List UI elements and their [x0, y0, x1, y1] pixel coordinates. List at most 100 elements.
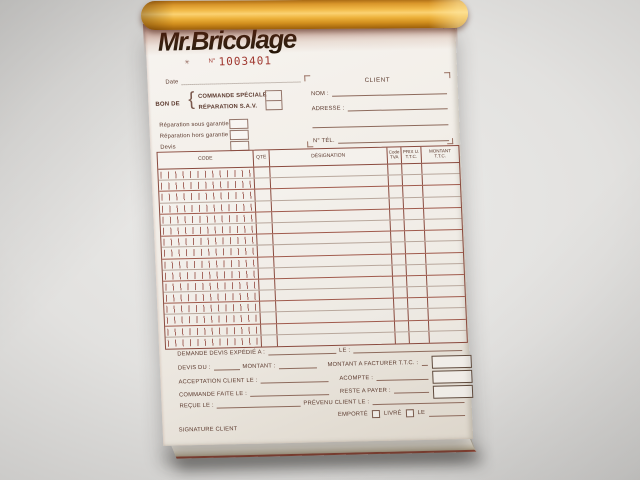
unit-price-cell — [406, 264, 427, 276]
qty-cell — [261, 323, 278, 335]
reste-a-payer-box — [432, 384, 474, 399]
qty-cell — [259, 290, 277, 301]
blank-line — [260, 375, 329, 384]
field-label: DEMANDE DEVIS EXPÉDIÉ A : — [177, 349, 266, 358]
tel-label: N° TÉL. — [312, 137, 335, 145]
qty-cell — [255, 189, 272, 201]
footer-row-acceptation: ACCEPTATION CLIENT LE : ACOMPTE : — [178, 372, 429, 386]
option-label: Réparation sous garantie — [159, 120, 230, 129]
blank-line — [429, 409, 466, 417]
checkbox — [229, 118, 249, 129]
header-qty: QTE — [253, 150, 271, 167]
checkbox-divider — [266, 99, 282, 102]
order-pad: Mr.Bricolage ✳ N° 1003401 Date BON DE { … — [142, 16, 477, 462]
option-label: Devis — [160, 144, 176, 151]
qty-cell — [260, 312, 277, 324]
unit-price-cell — [408, 320, 430, 332]
unit-price-cell — [402, 174, 424, 186]
field-group: COMMANDE FAITE LE : — [178, 388, 330, 399]
header-designation: DÉSIGNATION — [269, 147, 389, 167]
adresse-field-line2 — [312, 118, 449, 129]
unit-price-cell — [405, 230, 426, 242]
unit-price-cell — [404, 208, 425, 220]
order-type-checkboxes — [264, 89, 283, 111]
footer-row-devis: DEVIS DU : MONTANT : MONTANT A FACTURER … — [178, 358, 428, 372]
tva-cell — [395, 332, 410, 344]
qty-cell — [255, 200, 273, 212]
amount-cell — [429, 331, 466, 343]
amount-boxes — [431, 354, 474, 401]
table-body — [158, 162, 467, 349]
header-code-tva: Code TVA — [387, 147, 403, 164]
checkbox — [229, 129, 249, 140]
option-reparation-sav: RÉPARATION S.A.V. — [198, 103, 258, 111]
qty-cell — [256, 212, 273, 223]
amount-cell — [424, 197, 461, 208]
le-label: LE — [417, 409, 426, 417]
tel-field: N° TÉL. — [312, 134, 450, 145]
field-group: RESTE A PAYER : — [339, 385, 430, 395]
acompte-box — [432, 369, 473, 384]
tva-cell — [388, 164, 403, 175]
tva-cell — [388, 175, 404, 186]
serial-prefix: N° — [208, 58, 216, 65]
bon-de-label: BON DE — [155, 101, 181, 108]
blank-line — [278, 361, 317, 370]
serial-number: 1003401 — [218, 54, 273, 69]
tva-cell — [389, 197, 405, 209]
client-box: CLIENT NOM : ADRESSE : N° TÉL. — [304, 72, 454, 148]
field-group: ACCEPTATION CLIENT LE : — [178, 375, 329, 386]
blank-line — [213, 363, 240, 371]
tva-cell — [389, 186, 404, 198]
unit-price-cell — [404, 219, 425, 231]
option-commande-speciale: COMMANDE SPÉCIALE — [197, 92, 267, 100]
blank-line — [312, 118, 449, 129]
date-label: Date — [165, 79, 179, 86]
tva-cell — [394, 309, 409, 321]
footer-row-commande: COMMANDE FAITE LE : RESTE A PAYER : — [178, 385, 430, 399]
qty-cell — [260, 301, 277, 313]
unit-price-cell — [406, 275, 428, 287]
field-label: MONTANT A FACTURER T.T.C. : — [327, 360, 419, 369]
amount-cell — [427, 286, 464, 297]
pad-cover-roll — [140, 0, 469, 31]
tva-cell — [392, 253, 407, 265]
field-label: ACCEPTATION CLIENT LE : — [178, 377, 258, 386]
amount-cell — [425, 219, 462, 230]
qty-cell — [254, 178, 272, 189]
date-field: Date — [165, 75, 301, 86]
blank-line — [421, 358, 428, 366]
livre-label: LIVRÉ — [383, 410, 402, 417]
unit-price-cell — [409, 331, 430, 344]
print-mark: ✳ — [184, 60, 190, 67]
qty-cell — [258, 256, 275, 268]
emporte-label: EMPORTÉ — [337, 411, 369, 418]
nom-field: NOM : — [311, 87, 448, 97]
amount-cell — [426, 264, 463, 275]
field-label: COMMANDE FAITE LE : — [178, 390, 248, 399]
items-table: CODE QTE DÉSIGNATION Code TVA PRIX U. T.… — [156, 144, 468, 350]
qty-cell — [257, 245, 275, 257]
adresse-field: ADRESSE : — [312, 102, 448, 112]
blank-line — [331, 87, 448, 97]
field-label: MONTANT : — [242, 363, 276, 371]
amount-cell — [426, 241, 463, 252]
blank-line — [393, 385, 430, 394]
amount-cell — [426, 252, 463, 263]
tva-cell — [393, 287, 408, 298]
unit-price-cell — [406, 253, 427, 264]
unit-price-cell — [407, 286, 428, 298]
qty-cell — [259, 279, 276, 290]
blank-line — [375, 372, 429, 382]
unit-price-cell — [402, 163, 423, 175]
blank-line — [267, 346, 337, 356]
footer-row-recue: REÇUE LE : PRÉVENU CLIENT LE : — [179, 396, 465, 409]
header-code: CODE — [157, 150, 255, 169]
tva-cell — [392, 264, 407, 276]
field-label: RESTE A PAYER : — [339, 387, 391, 395]
qty-cell — [254, 167, 271, 178]
amount-cell — [427, 275, 464, 286]
tva-cell — [391, 231, 406, 242]
blank-line — [353, 344, 463, 354]
